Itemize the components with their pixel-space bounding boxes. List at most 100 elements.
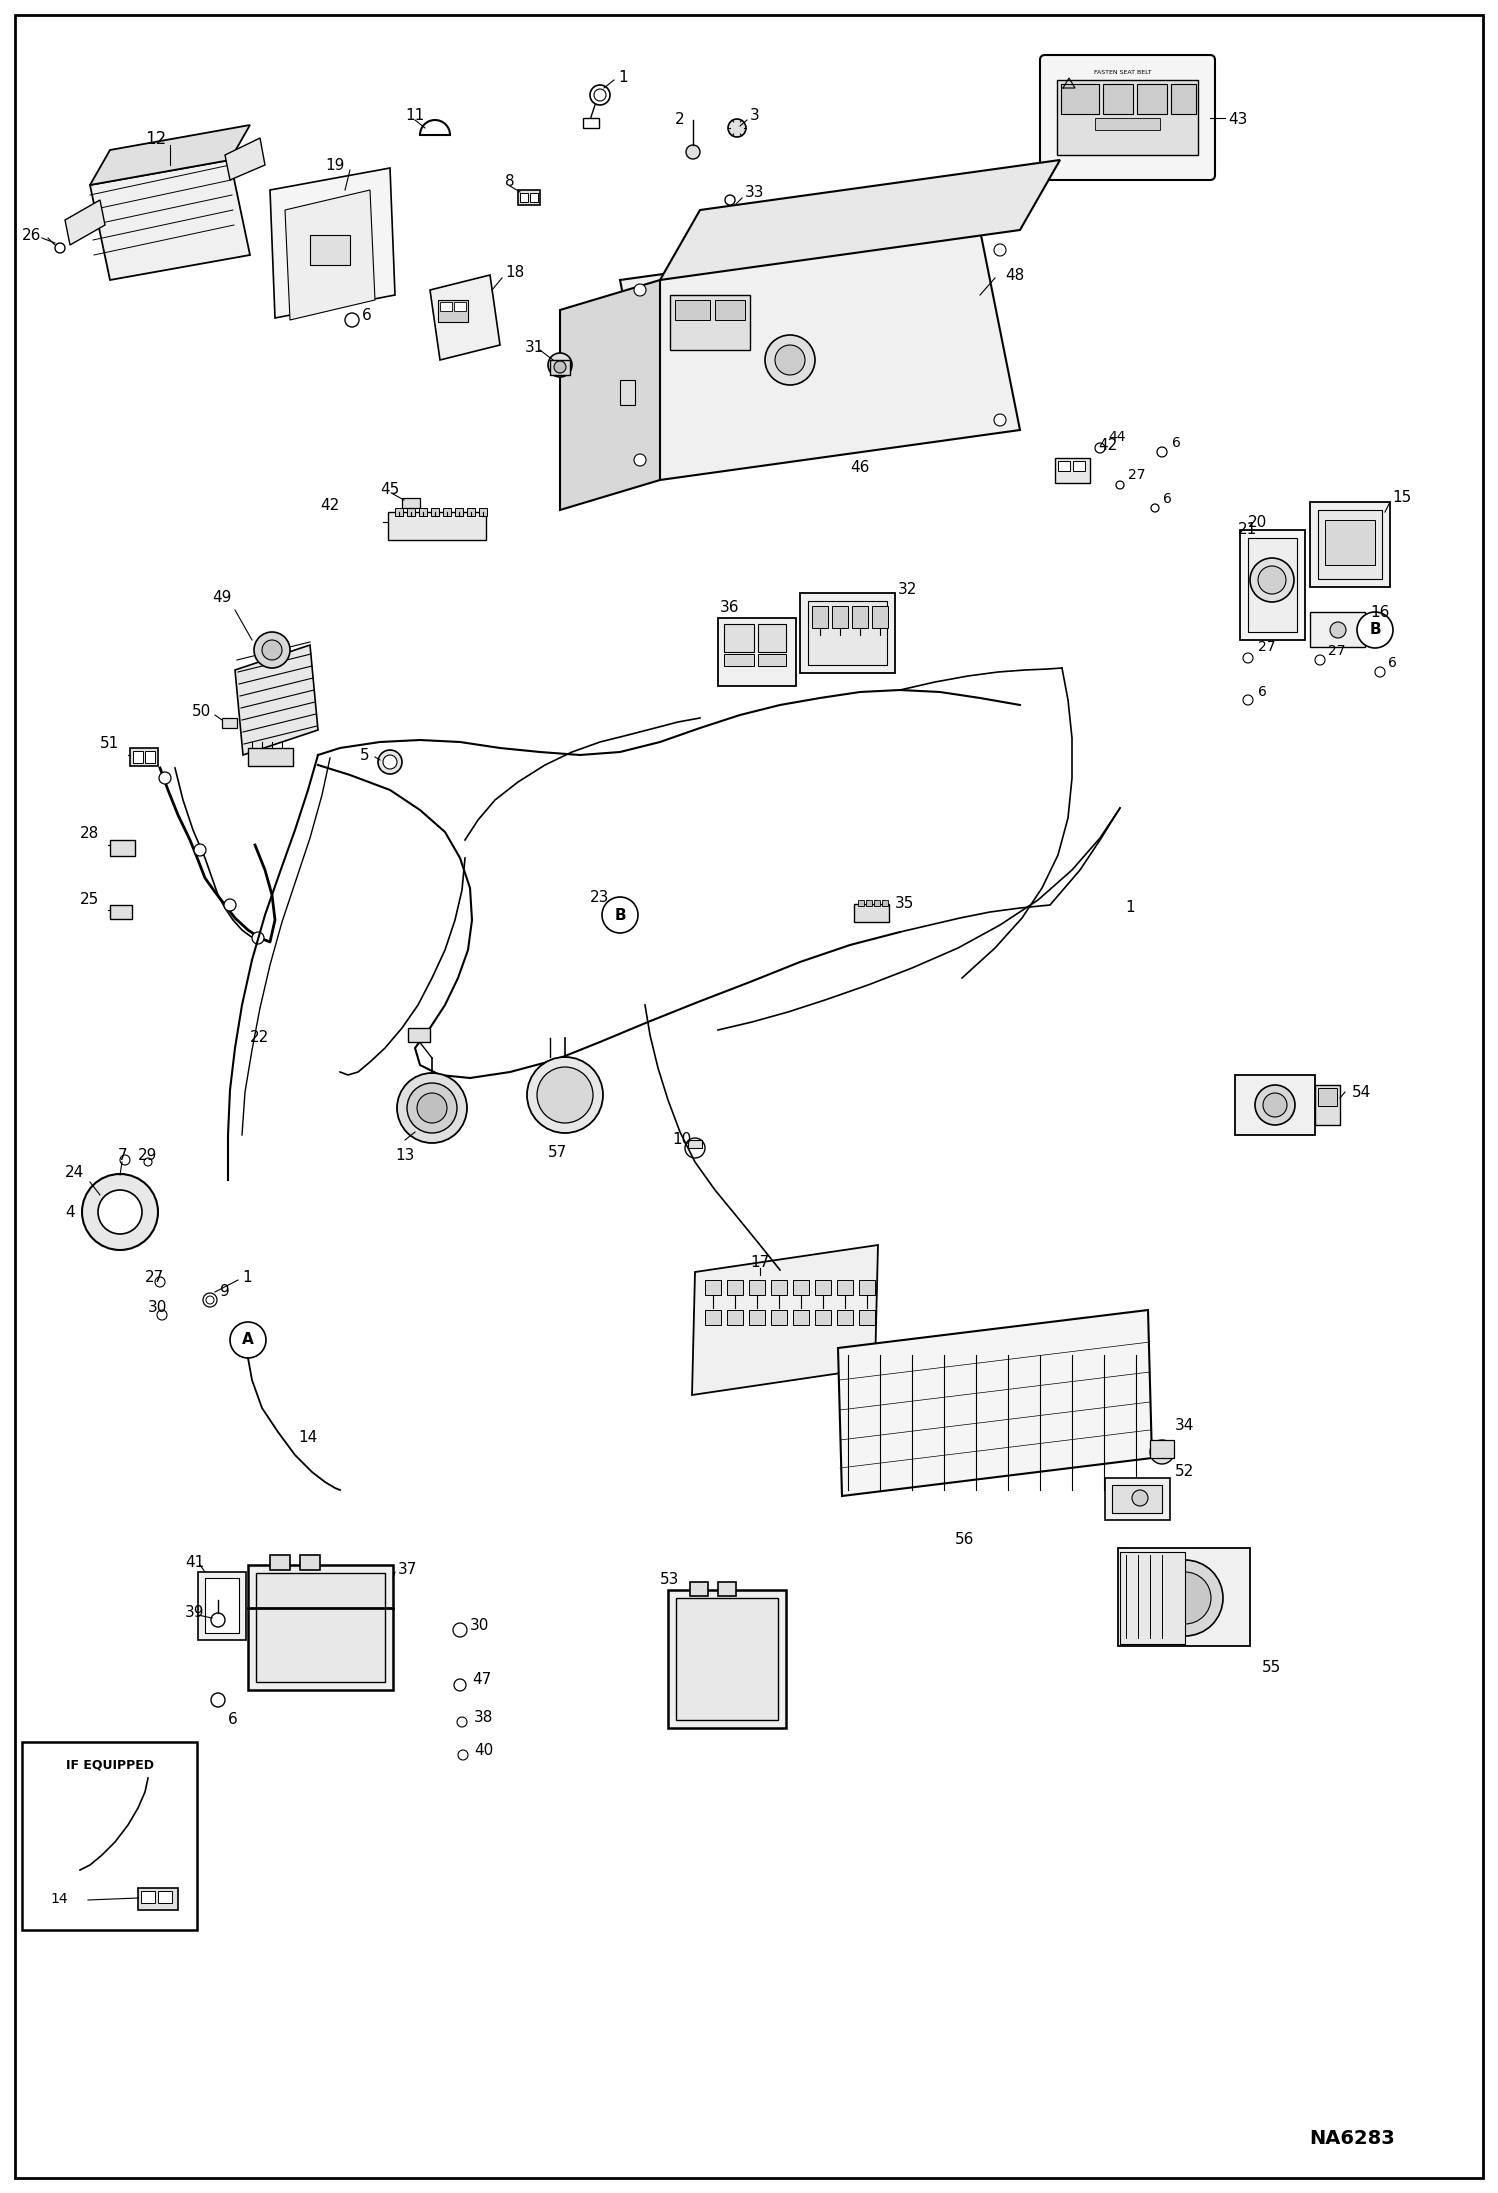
Text: 6: 6 xyxy=(1162,491,1171,507)
Bar xyxy=(454,303,466,311)
Bar xyxy=(1315,1086,1341,1125)
Text: 44: 44 xyxy=(1109,430,1125,443)
Bar xyxy=(815,1281,831,1296)
FancyBboxPatch shape xyxy=(1040,55,1215,180)
Text: 17: 17 xyxy=(750,1254,770,1270)
Bar xyxy=(1309,502,1390,588)
Text: 8: 8 xyxy=(505,173,515,189)
Circle shape xyxy=(634,454,646,465)
Text: 51: 51 xyxy=(100,737,120,750)
Bar xyxy=(1150,1441,1174,1458)
Circle shape xyxy=(120,1156,130,1164)
Text: 20: 20 xyxy=(1248,515,1267,531)
Bar xyxy=(1106,1478,1170,1520)
Circle shape xyxy=(1156,447,1167,456)
Circle shape xyxy=(1150,504,1159,511)
Circle shape xyxy=(686,145,700,160)
Circle shape xyxy=(458,1750,467,1761)
Bar xyxy=(157,1890,172,1904)
Circle shape xyxy=(765,336,815,386)
Bar xyxy=(1326,520,1375,566)
Circle shape xyxy=(416,1092,446,1123)
Bar xyxy=(852,605,867,627)
Text: 23: 23 xyxy=(590,890,610,906)
Bar xyxy=(688,1140,703,1147)
Circle shape xyxy=(1116,480,1124,489)
Bar xyxy=(691,1581,709,1597)
Text: 6: 6 xyxy=(1258,684,1267,700)
Bar xyxy=(800,592,894,673)
Bar xyxy=(440,303,452,311)
Text: 19: 19 xyxy=(325,158,345,173)
Bar xyxy=(1121,1553,1185,1645)
Text: 6: 6 xyxy=(363,307,372,322)
Circle shape xyxy=(685,1138,706,1158)
Text: IF EQUIPPED: IF EQUIPPED xyxy=(66,1759,154,1772)
Circle shape xyxy=(1249,557,1294,603)
Text: 46: 46 xyxy=(849,461,869,476)
Circle shape xyxy=(154,1276,165,1287)
Bar xyxy=(1103,83,1132,114)
Text: 2: 2 xyxy=(676,112,685,127)
Text: 3: 3 xyxy=(750,107,759,123)
Text: 9: 9 xyxy=(220,1283,229,1298)
Bar xyxy=(1309,612,1365,647)
Circle shape xyxy=(252,932,264,943)
Bar xyxy=(1240,531,1305,640)
Circle shape xyxy=(55,243,64,252)
Text: 13: 13 xyxy=(395,1147,415,1162)
Text: 34: 34 xyxy=(1174,1419,1194,1432)
Text: 16: 16 xyxy=(1371,605,1389,621)
Bar xyxy=(130,748,157,765)
Circle shape xyxy=(231,1322,267,1357)
Text: 6: 6 xyxy=(228,1713,238,1728)
Bar xyxy=(583,118,599,127)
Bar xyxy=(668,1590,786,1728)
Circle shape xyxy=(1357,612,1393,647)
Bar xyxy=(718,618,795,686)
Text: 42: 42 xyxy=(321,498,339,513)
Text: 15: 15 xyxy=(1392,489,1411,504)
Text: 27: 27 xyxy=(1258,640,1275,654)
Bar xyxy=(205,1579,240,1634)
Text: 28: 28 xyxy=(79,827,99,840)
Bar xyxy=(771,1281,786,1296)
Bar xyxy=(530,193,538,202)
Circle shape xyxy=(1375,667,1386,678)
Bar xyxy=(815,1309,831,1325)
Circle shape xyxy=(452,1623,467,1636)
Bar xyxy=(249,1566,392,1691)
Text: 56: 56 xyxy=(956,1533,974,1546)
Text: 4: 4 xyxy=(64,1204,75,1219)
Bar xyxy=(467,509,475,515)
Bar xyxy=(858,1309,875,1325)
Text: 43: 43 xyxy=(1228,112,1248,127)
Circle shape xyxy=(207,1296,214,1305)
Circle shape xyxy=(255,632,291,669)
Circle shape xyxy=(1243,654,1252,662)
Polygon shape xyxy=(620,230,1020,480)
Circle shape xyxy=(1095,443,1106,454)
Bar xyxy=(1055,458,1091,482)
Bar xyxy=(670,296,750,351)
Bar xyxy=(1058,461,1070,471)
Text: 29: 29 xyxy=(138,1147,157,1162)
Bar xyxy=(858,899,864,906)
Text: 1: 1 xyxy=(619,70,628,86)
Bar xyxy=(133,750,142,763)
Circle shape xyxy=(634,285,646,296)
Bar xyxy=(109,840,135,855)
Bar xyxy=(138,1888,178,1910)
Circle shape xyxy=(995,243,1007,257)
Bar xyxy=(419,509,427,515)
Circle shape xyxy=(204,1294,217,1307)
Circle shape xyxy=(262,640,282,660)
Polygon shape xyxy=(430,274,500,360)
Circle shape xyxy=(774,344,804,375)
Text: 42: 42 xyxy=(1098,439,1118,454)
Text: 39: 39 xyxy=(184,1605,205,1621)
Circle shape xyxy=(157,1309,166,1320)
Polygon shape xyxy=(560,281,661,511)
Bar xyxy=(749,1281,765,1296)
Bar xyxy=(792,1281,809,1296)
